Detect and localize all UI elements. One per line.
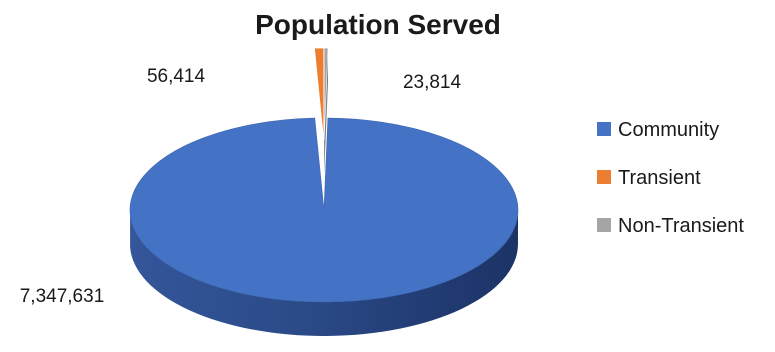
slice-side-community: [130, 210, 518, 337]
slice-top-transient: [314, 47, 325, 141]
slice-community: [129, 117, 519, 337]
legend-swatch-transient: [597, 170, 611, 184]
legend-label-transient: Transient: [618, 167, 701, 189]
data-label-community: 7,347,631: [20, 286, 105, 307]
legend-label-non-transient: Non-Transient: [618, 215, 744, 237]
legend: Community Transient Non-Transient: [597, 119, 744, 237]
data-label-non-transient: 23,814: [403, 72, 462, 93]
slice-top-non-transient: [323, 47, 329, 141]
legend-item-transient: Transient: [597, 167, 701, 189]
slice-wall-non-transient: [324, 48, 329, 175]
legend-swatch-non-transient: [597, 218, 611, 232]
chart-title: Population Served: [255, 9, 501, 40]
legend-item-non-transient: Non-Transient: [597, 215, 744, 237]
pie-plot: [129, 47, 519, 337]
data-label-transient: 56,414: [147, 66, 206, 87]
legend-swatch-community: [597, 122, 611, 136]
slice-transient: [314, 47, 325, 141]
legend-label-community: Community: [618, 119, 719, 141]
legend-item-community: Community: [597, 119, 719, 141]
slice-top-community: [129, 117, 519, 303]
slice-non-transient: [323, 47, 329, 175]
